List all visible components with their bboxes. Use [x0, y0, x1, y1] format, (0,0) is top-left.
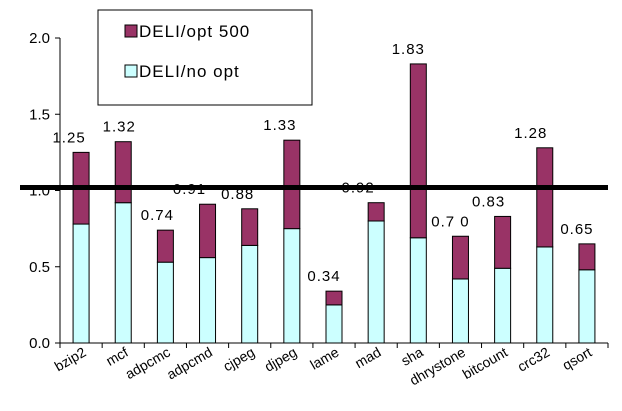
x-tick-label-qsort: qsort	[559, 344, 594, 373]
bar-no-opt-bitcount	[494, 267, 512, 344]
bar-opt-500-qsort	[578, 243, 596, 271]
data-label-bitcount: 0.83	[472, 193, 505, 210]
bar-no-opt-sha	[409, 237, 427, 344]
x-tick-label-bzip2: bzip2	[52, 344, 89, 375]
x-tick-label-cjpeg: cjpeg	[220, 344, 257, 375]
bar-opt-500-dhrystone	[451, 235, 469, 280]
bar-no-opt-adpcmc	[156, 261, 174, 344]
bar-opt-500-adpcmc	[156, 229, 174, 263]
bar-no-opt-qsort	[578, 269, 596, 344]
bar-opt-500-lame	[325, 290, 343, 306]
bars-layer	[72, 63, 596, 344]
legend-swatch-opt-500	[124, 24, 138, 38]
bar-no-opt-cjpeg	[241, 244, 259, 344]
bar-opt-500-bitcount	[494, 215, 512, 269]
bar-no-opt-mad	[367, 220, 385, 344]
y-tick-label-0.0: 0.0	[29, 335, 50, 352]
bar-no-opt-djpeg	[283, 228, 301, 344]
legend-label-no-opt: DELI/no opt	[139, 62, 240, 81]
bar-opt-500-djpeg	[283, 139, 301, 230]
data-label-dhrystone: 0.7 0	[431, 213, 469, 230]
axes-layer: 0.00.51.01.52.0	[20, 30, 609, 352]
bar-opt-500-sha	[409, 63, 427, 239]
data-label-djpeg: 1.33	[263, 117, 296, 134]
data-label-lame: 0.34	[307, 268, 340, 285]
x-tick-label-adpcmc: adpcmc	[122, 344, 172, 382]
y-tick-label-2.0: 2.0	[29, 30, 50, 47]
bar-no-opt-adpcmd	[199, 257, 217, 344]
x-tick-label-djpeg: djpeg	[262, 344, 300, 375]
legend: DELI/opt 500 DELI/no opt	[97, 9, 313, 106]
bar-opt-500-mcf	[114, 141, 132, 204]
legend-swatch-no-opt	[124, 64, 138, 78]
data-label-mad: 0.92	[342, 180, 375, 197]
y-tick-label-0.5: 0.5	[29, 259, 50, 276]
x-tick-label-mad: mad	[352, 344, 384, 371]
x-tick-label-lame: lame	[307, 344, 341, 373]
x-tick-label-crc32: crc32	[515, 344, 553, 375]
bar-opt-500-adpcmd	[199, 203, 217, 259]
data-label-mcf: 1.32	[103, 119, 136, 136]
y-tick-label-1.5: 1.5	[29, 106, 50, 123]
bar-opt-500-mad	[367, 202, 385, 222]
data-label-sha: 1.83	[392, 41, 425, 58]
data-label-qsort: 0.65	[560, 221, 593, 238]
x-tick-label-bitcount: bitcount	[460, 344, 511, 382]
bar-no-opt-lame	[325, 304, 343, 344]
data-label-crc32: 1.28	[514, 125, 547, 142]
legend-label-opt-500: DELI/opt 500	[139, 22, 250, 41]
bar-no-opt-crc32	[536, 246, 554, 344]
data-label-cjpeg: 0.88	[221, 186, 254, 203]
bar-no-opt-bzip2	[72, 223, 90, 344]
bar-no-opt-mcf	[114, 202, 132, 344]
data-label-adpcmc: 0.74	[141, 207, 174, 224]
data-label-bzip2: 1.25	[52, 129, 85, 146]
bar-no-opt-dhrystone	[451, 278, 469, 344]
bar-opt-500-crc32	[536, 147, 554, 248]
bar-opt-500-cjpeg	[241, 208, 259, 246]
data-label-adpcmd: 0.91	[173, 181, 206, 198]
x-tick-label-adpcmd: adpcmd	[164, 344, 215, 383]
